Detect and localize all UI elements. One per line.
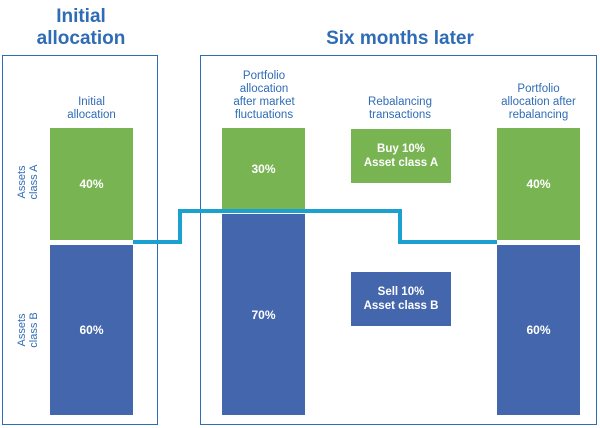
rebalanced-class-a-bar: 40% [497,128,580,240]
after-fluctuations-caption: Portfolio allocation after market fluctu… [233,70,295,121]
fluctuation-class-a-bar: 30% [222,128,305,209]
six-months-later-heading: Six months later [326,28,474,49]
buy-class-a-box: Buy 10% Asset class A [351,129,451,183]
after-rebalancing-caption: Portfolio allocation after rebalancing [501,83,576,121]
sell-class-b-box: Sell 10% Asset class B [351,272,451,326]
rebalanced-class-b-bar: 60% [497,245,580,415]
rebalancing-transactions-caption: Rebalancing transactions [368,96,432,121]
assets-class-b-label: Assets class B [16,312,40,348]
assets-class-a-label: Assets class A [16,164,40,200]
fluctuation-class-b-bar: 70% [222,214,305,415]
six-months-later-panel [200,55,597,425]
initial-allocation-heading: Initial allocation [36,6,126,49]
initial-allocation-caption: Initial allocation [67,96,116,121]
initial-class-a-bar: 40% [50,128,133,240]
initial-class-b-bar: 60% [50,245,133,415]
